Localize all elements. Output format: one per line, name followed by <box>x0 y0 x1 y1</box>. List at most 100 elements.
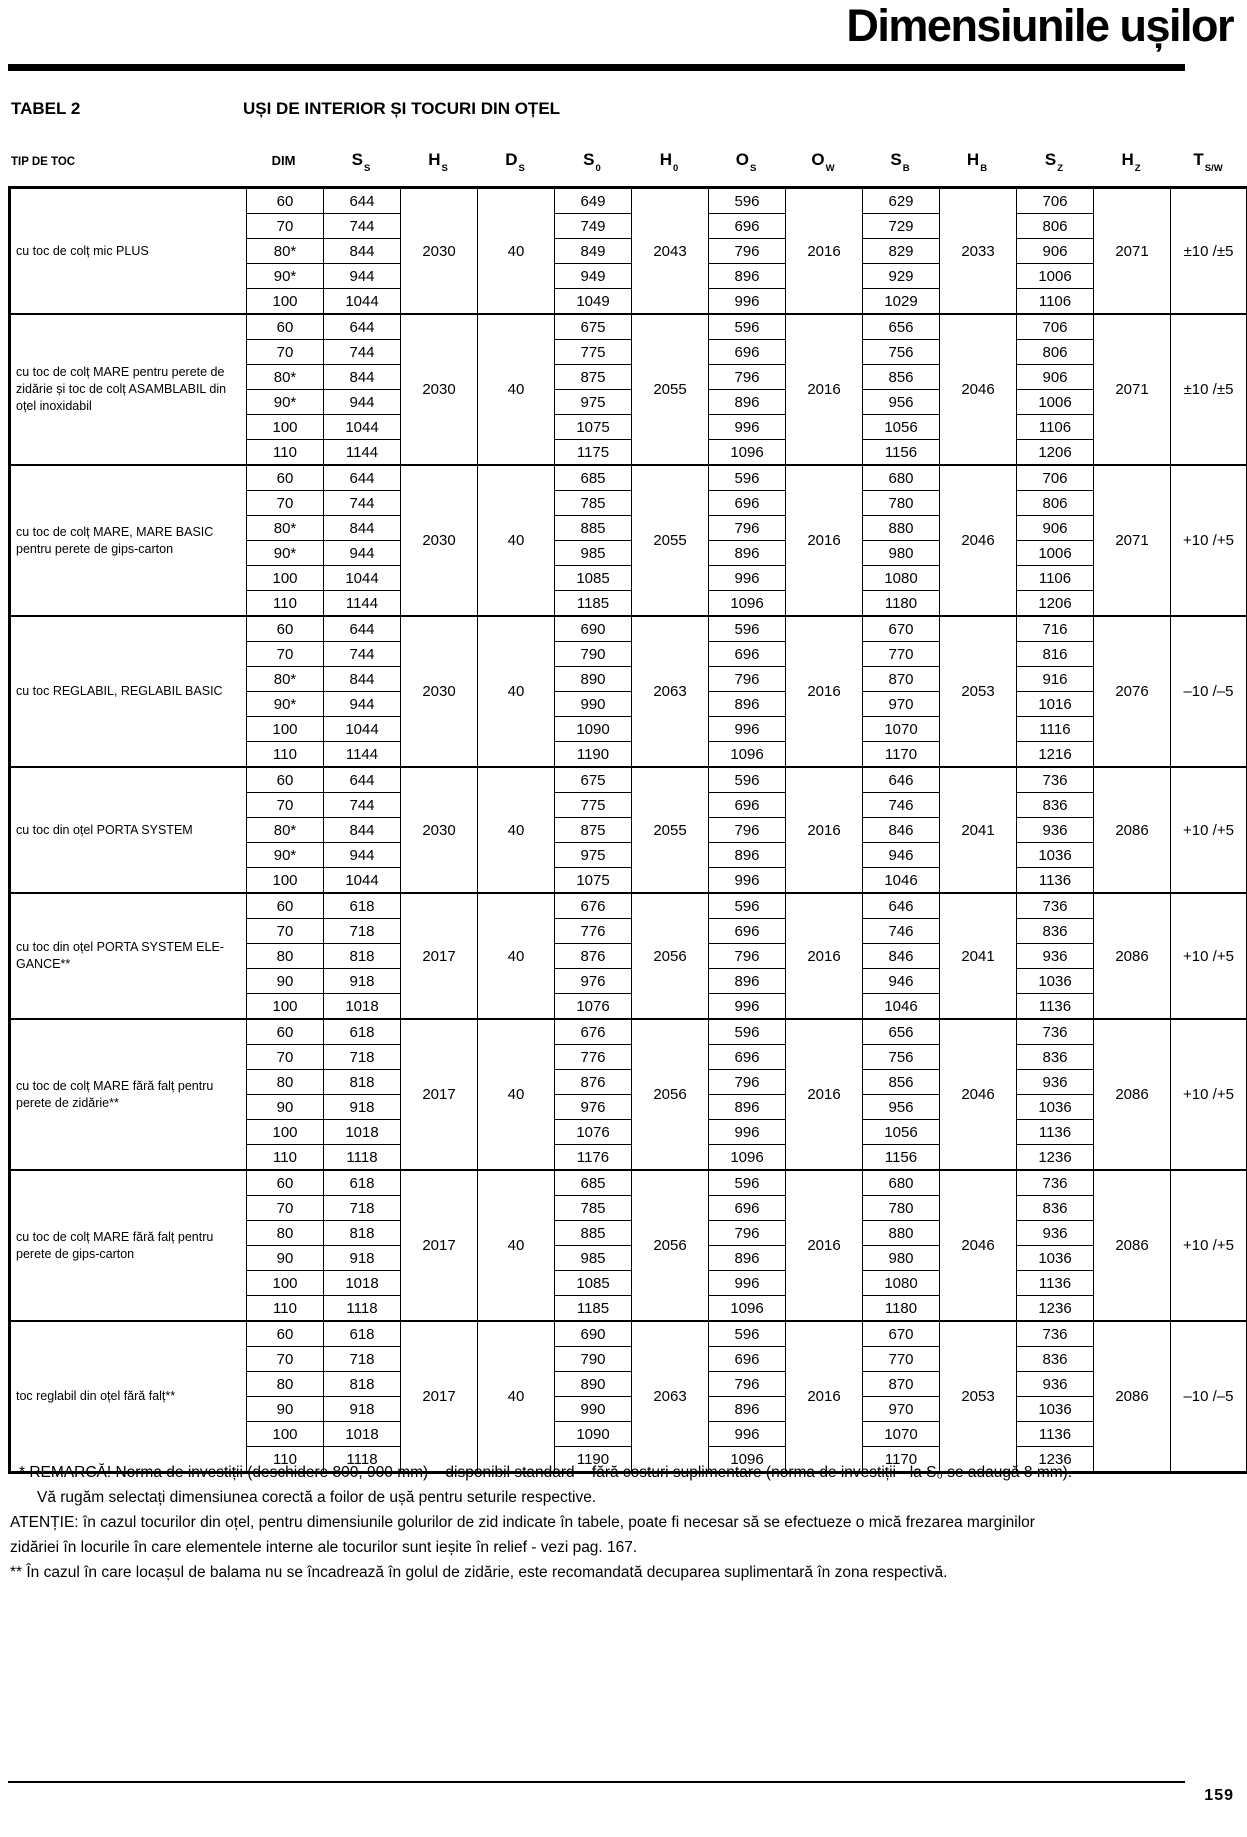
page-number: 159 <box>1204 1787 1234 1804</box>
value-cell: 896 <box>708 540 786 566</box>
value-cell: 896 <box>708 263 786 289</box>
value-cell: 1144 <box>323 741 401 768</box>
value-cell: 736 <box>1016 1018 1094 1045</box>
value-cell: 1044 <box>323 288 401 315</box>
column-header-subscript: S <box>441 163 448 175</box>
table-row: 90 918 990 896 970 1036 <box>10 1396 1247 1422</box>
group-label-cell: cu toc de colț MARE fără falț pentru per… <box>9 1169 247 1322</box>
value-cell: 816 <box>1016 641 1094 667</box>
merged-value-cell: 2016 <box>785 766 863 894</box>
merged-value-cell: 2046 <box>939 1169 1017 1322</box>
merged-value-cell: 2055 <box>631 313 709 466</box>
value-cell: 846 <box>862 817 940 843</box>
column-header-subscript: S/W <box>1204 163 1223 175</box>
value-cell: 796 <box>708 238 786 264</box>
value-cell: 1085 <box>554 565 632 591</box>
value-cell: 744 <box>323 490 401 516</box>
merged-value-cell: –10 /–5 <box>1170 615 1247 768</box>
footnote-line: ** În cazul în care locașul de balama nu… <box>10 1564 948 1581</box>
dim-cell: 80* <box>246 817 324 843</box>
footnote-line: Vă rugăm selectați dimensiunea corectă a… <box>37 1489 597 1506</box>
dim-cell: 60 <box>246 615 324 642</box>
table-body: cu toc de colț mic PLUS 60 644 2030 40 649 204… <box>9 186 1247 1473</box>
value-cell: 646 <box>862 766 940 793</box>
value-cell: 729 <box>862 213 940 239</box>
value-cell: 736 <box>1016 1169 1094 1196</box>
value-cell: 1056 <box>862 1119 940 1145</box>
value-cell: 1044 <box>323 565 401 591</box>
table-row: cu toc din oțel PORTA SYSTEM 60 644 2030 40 6… <box>9 766 1247 894</box>
value-cell: 970 <box>862 1396 940 1422</box>
value-cell: 744 <box>323 792 401 818</box>
page-title: Dimensiunile ușilor <box>846 0 1234 51</box>
value-cell: 1190 <box>554 1446 632 1473</box>
value-cell: 796 <box>708 1069 786 1095</box>
value-cell: 896 <box>708 389 786 415</box>
value-cell: 1006 <box>1016 540 1094 566</box>
merged-value-cell: 2076 <box>1093 615 1171 768</box>
value-cell: 944 <box>323 540 401 566</box>
value-cell: 936 <box>1016 943 1094 969</box>
column-header-row: TIP DE TOC DIM SS HS DS S0 H0 OS OW SB HB SZ HZ TS/W <box>8 150 1246 175</box>
value-cell: 818 <box>323 1371 401 1397</box>
column-header-subscript: W <box>825 163 835 175</box>
dim-cell: 100 <box>246 565 324 591</box>
merged-value-cell: 2016 <box>785 186 863 315</box>
value-cell: 1180 <box>862 590 940 617</box>
merged-value-cell: 2063 <box>631 1320 709 1473</box>
value-cell: 836 <box>1016 1195 1094 1221</box>
group-label-cell: cu toc din oțel PORTA SYSTEM <box>9 766 247 894</box>
table-row: cu toc de colț MARE fără falț pentru per… <box>9 1169 1247 1322</box>
dim-cell: 90* <box>246 263 324 289</box>
value-cell: 775 <box>554 792 632 818</box>
value-cell: 936 <box>1016 1069 1094 1095</box>
dim-cell: 60 <box>246 186 324 214</box>
value-cell: 844 <box>323 666 401 692</box>
value-cell: 1106 <box>1016 414 1094 440</box>
value-cell: 596 <box>708 313 786 340</box>
value-cell: 996 <box>708 288 786 315</box>
value-cell: 956 <box>862 389 940 415</box>
value-cell: 1106 <box>1016 565 1094 591</box>
value-cell: 706 <box>1016 186 1094 214</box>
value-cell: 996 <box>708 867 786 894</box>
value-cell: 775 <box>554 339 632 365</box>
value-cell: 649 <box>554 186 632 214</box>
merged-value-cell: 2016 <box>785 313 863 466</box>
merged-value-cell: 2030 <box>400 313 478 466</box>
value-cell: 676 <box>554 892 632 919</box>
value-cell: 736 <box>1016 766 1094 793</box>
dim-cell: 100 <box>246 414 324 440</box>
dim-cell: 80* <box>246 238 324 264</box>
column-header-base: O <box>735 150 749 169</box>
table-row: 100 1018 1085 996 1080 1136 <box>10 1270 1247 1296</box>
value-cell: 596 <box>708 1018 786 1045</box>
value-cell: 1080 <box>862 1270 940 1296</box>
value-cell: 1046 <box>862 993 940 1020</box>
value-cell: 990 <box>554 1396 632 1422</box>
merged-value-cell: 2086 <box>1093 1169 1171 1322</box>
merged-value-cell: ±10 /±5 <box>1170 186 1247 315</box>
table-row: 100 1018 1090 996 1070 1136 <box>10 1421 1247 1447</box>
value-cell: 718 <box>323 1044 401 1070</box>
value-cell: 975 <box>554 842 632 868</box>
value-cell: 1144 <box>323 590 401 617</box>
value-cell: 1018 <box>323 1270 401 1296</box>
merged-value-cell: +10 /+5 <box>1170 892 1247 1020</box>
table-row: 100 1044 1090 996 1070 1116 <box>10 716 1247 742</box>
column-header-base: S <box>583 150 595 169</box>
merged-value-cell: 2016 <box>785 1169 863 1322</box>
value-cell: 985 <box>554 540 632 566</box>
value-cell: 996 <box>708 414 786 440</box>
value-cell: 696 <box>708 213 786 239</box>
merged-value-cell: 2043 <box>631 186 709 315</box>
column-header: S0 <box>553 150 630 174</box>
column-header-base: H <box>1121 150 1134 169</box>
dim-cell: 80* <box>246 666 324 692</box>
value-cell: 980 <box>862 540 940 566</box>
value-cell: 990 <box>554 691 632 717</box>
value-cell: 1236 <box>1016 1295 1094 1322</box>
merged-value-cell: 2071 <box>1093 313 1171 466</box>
dim-cell: 110 <box>246 439 324 466</box>
value-cell: 876 <box>554 1069 632 1095</box>
